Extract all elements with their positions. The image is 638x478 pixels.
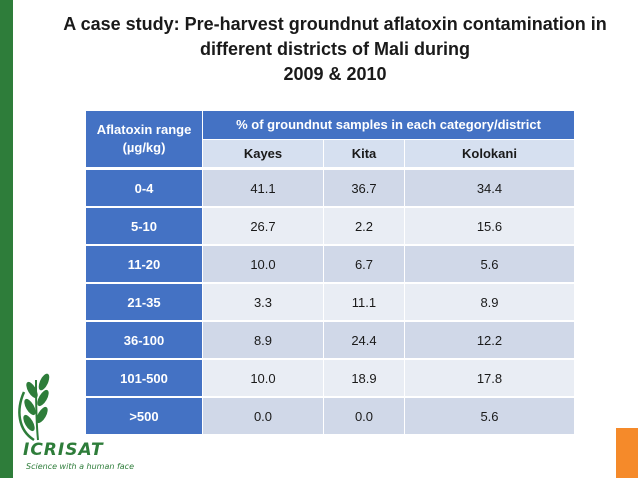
value-cell: 0.0 (203, 398, 324, 436)
table-row: 21-35 3.3 11.1 8.9 (86, 284, 574, 322)
value-cell: 17.8 (404, 360, 574, 398)
table-row: 11-20 10.0 6.7 5.6 (86, 246, 574, 284)
value-cell: 8.9 (404, 284, 574, 322)
value-cell: 36.7 (323, 170, 405, 208)
value-cell: 12.2 (404, 322, 574, 360)
value-cell: 5.6 (404, 398, 574, 436)
corner-header: Aflatoxin range (µg/kg) (86, 111, 203, 170)
left-green-bar (0, 0, 13, 478)
group-header: % of groundnut samples in each category/… (203, 111, 574, 140)
corner-orange-block (616, 428, 638, 478)
value-cell: 18.9 (323, 360, 405, 398)
range-cell: 21-35 (86, 284, 203, 322)
table-row: 5-10 26.7 2.2 15.6 (86, 208, 574, 246)
value-cell: 34.4 (404, 170, 574, 208)
range-cell: 36-100 (86, 322, 203, 360)
value-cell: 0.0 (323, 398, 405, 436)
value-cell: 11.1 (323, 284, 405, 322)
value-cell: 8.9 (203, 322, 324, 360)
value-cell: 3.3 (203, 284, 324, 322)
aflatoxin-table: Aflatoxin range (µg/kg) % of groundnut s… (86, 111, 574, 436)
range-cell: 11-20 (86, 246, 203, 284)
value-cell: 2.2 (323, 208, 405, 246)
value-cell: 15.6 (404, 208, 574, 246)
district-header-kita: Kita (323, 139, 405, 170)
icrisat-logo-text: ICRISAT (23, 440, 104, 460)
value-cell: 24.4 (323, 322, 405, 360)
slide-title: A case study: Pre-harvest groundnut afla… (35, 12, 635, 87)
range-cell: 5-10 (86, 208, 203, 246)
table-row: 0-4 41.1 36.7 34.4 (86, 170, 574, 208)
district-header-kayes: Kayes (203, 139, 324, 170)
value-cell: 6.7 (323, 246, 405, 284)
range-cell: 0-4 (86, 170, 203, 208)
title-line-3: 2009 & 2010 (283, 64, 387, 84)
range-cell: 101-500 (86, 360, 203, 398)
value-cell: 10.0 (203, 360, 324, 398)
table-row: 101-500 10.0 18.9 17.8 (86, 360, 574, 398)
title-line-2: different districts of Mali during (199, 39, 470, 59)
value-cell: 5.6 (404, 246, 574, 284)
value-cell: 10.0 (203, 246, 324, 284)
icrisat-tagline: Science with a human face (26, 462, 135, 471)
value-cell: 26.7 (203, 208, 324, 246)
title-line-1: A case study: Pre-harvest groundnut afla… (63, 14, 607, 34)
district-header-kolokani: Kolokani (404, 139, 574, 170)
icrisat-plant-icon (18, 373, 50, 442)
table-row: 36-100 8.9 24.4 12.2 (86, 322, 574, 360)
value-cell: 41.1 (203, 170, 324, 208)
table-row: >500 0.0 0.0 5.6 (86, 398, 574, 436)
range-cell: >500 (86, 398, 203, 436)
